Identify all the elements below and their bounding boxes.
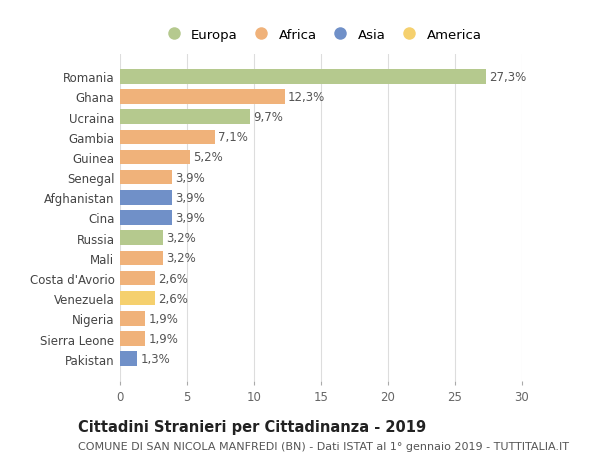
- Text: 7,1%: 7,1%: [218, 131, 248, 144]
- Bar: [120, 190, 172, 205]
- Bar: [120, 211, 172, 225]
- Bar: [120, 352, 137, 366]
- Text: 3,2%: 3,2%: [166, 252, 196, 265]
- Text: 3,9%: 3,9%: [176, 191, 205, 204]
- Bar: [120, 171, 172, 185]
- Bar: [120, 130, 215, 145]
- Text: Cittadini Stranieri per Cittadinanza - 2019: Cittadini Stranieri per Cittadinanza - 2…: [78, 419, 426, 434]
- Text: 27,3%: 27,3%: [489, 71, 526, 84]
- Bar: [120, 231, 163, 246]
- Text: 2,6%: 2,6%: [158, 292, 188, 305]
- Bar: [120, 291, 155, 306]
- Bar: [120, 151, 190, 165]
- Bar: [120, 271, 155, 285]
- Text: 3,9%: 3,9%: [176, 212, 205, 224]
- Bar: [120, 70, 486, 84]
- Text: 9,7%: 9,7%: [253, 111, 283, 124]
- Legend: Europa, Africa, Asia, America: Europa, Africa, Asia, America: [158, 26, 484, 44]
- Text: 1,3%: 1,3%: [141, 353, 170, 365]
- Text: 12,3%: 12,3%: [288, 91, 325, 104]
- Text: 2,6%: 2,6%: [158, 272, 188, 285]
- Bar: [120, 90, 285, 105]
- Bar: [120, 251, 163, 265]
- Text: 1,9%: 1,9%: [149, 332, 179, 345]
- Text: 3,2%: 3,2%: [166, 232, 196, 245]
- Bar: [120, 311, 145, 326]
- Bar: [120, 110, 250, 125]
- Text: COMUNE DI SAN NICOLA MANFREDI (BN) - Dati ISTAT al 1° gennaio 2019 - TUTTITALIA.: COMUNE DI SAN NICOLA MANFREDI (BN) - Dat…: [78, 441, 569, 451]
- Text: 3,9%: 3,9%: [176, 171, 205, 184]
- Text: 5,2%: 5,2%: [193, 151, 223, 164]
- Text: 1,9%: 1,9%: [149, 312, 179, 325]
- Bar: [120, 331, 145, 346]
